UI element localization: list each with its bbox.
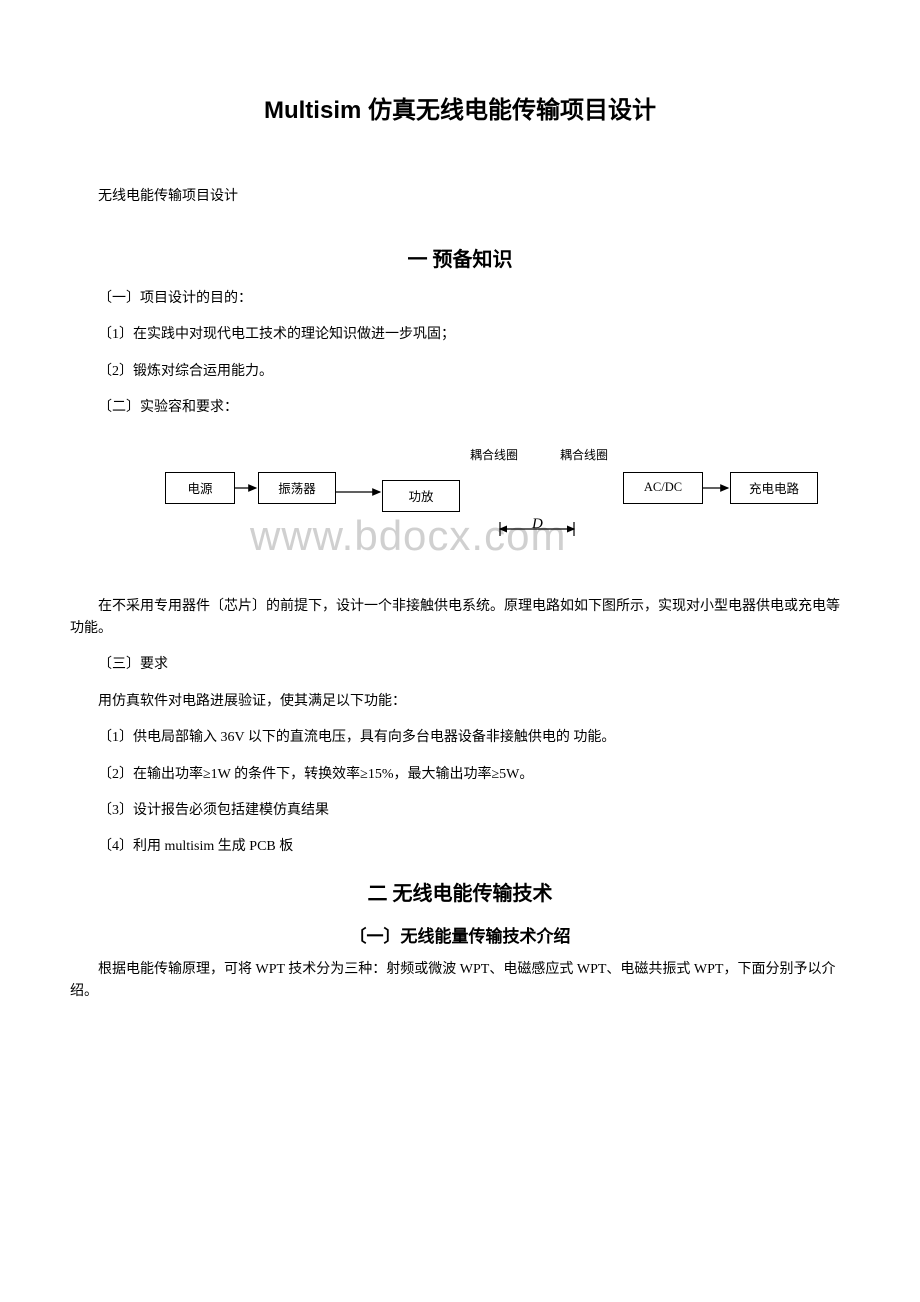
after-p3: 用仿真软件对电路进展验证，使其满足以下功能： xyxy=(70,691,850,713)
section2-heading: 二 无线电能传输技术 xyxy=(70,877,850,906)
diagram-arrows xyxy=(70,434,850,574)
s1-p2: 〔1〕在实践中对现代电工技术的理论知识做进一步巩固； xyxy=(70,324,850,346)
page-title: Multisim 仿真无线电能传输项目设计 xyxy=(70,90,850,125)
after-p2: 〔三〕要求 xyxy=(70,654,850,676)
after-p4: 〔1〕供电局部输入 36V 以下的直流电压，具有向多台电器设备非接触供电的 功能… xyxy=(70,727,850,749)
after-p6: 〔3〕设计报告必须包括建模仿真结果 xyxy=(70,800,850,822)
s1-p3: 〔2〕锻炼对综合运用能力。 xyxy=(70,361,850,383)
s2-p1: 根据电能传输原理，可将 WPT 技术分为三种：射频或微波 WPT、电磁感应式 W… xyxy=(70,959,850,1004)
subtitle: 无线电能传输项目设计 xyxy=(70,185,850,205)
after-p7: 〔4〕利用 multisim 生成 PCB 板 xyxy=(70,836,850,858)
section2-subheading: 〔一〕无线能量传输技术介绍 xyxy=(70,922,850,947)
after-p1: 在不采用专用器件〔芯片〕的前提下，设计一个非接触供电系统。原理电路如如下图所示，… xyxy=(70,596,850,641)
section1-heading: 一 预备知识 xyxy=(70,243,850,272)
block-diagram: www.bdocx.com 耦合线圈 耦合线圈 电源 振荡器 功放 AC/DC … xyxy=(70,434,850,574)
s1-p4: 〔二〕实验容和要求： xyxy=(70,397,850,419)
s1-p1: 〔一〕项目设计的目的： xyxy=(70,288,850,310)
after-p5: 〔2〕在输出功率≥1W 的条件下，转换效率≥15%，最大输出功率≥5W。 xyxy=(70,764,850,786)
